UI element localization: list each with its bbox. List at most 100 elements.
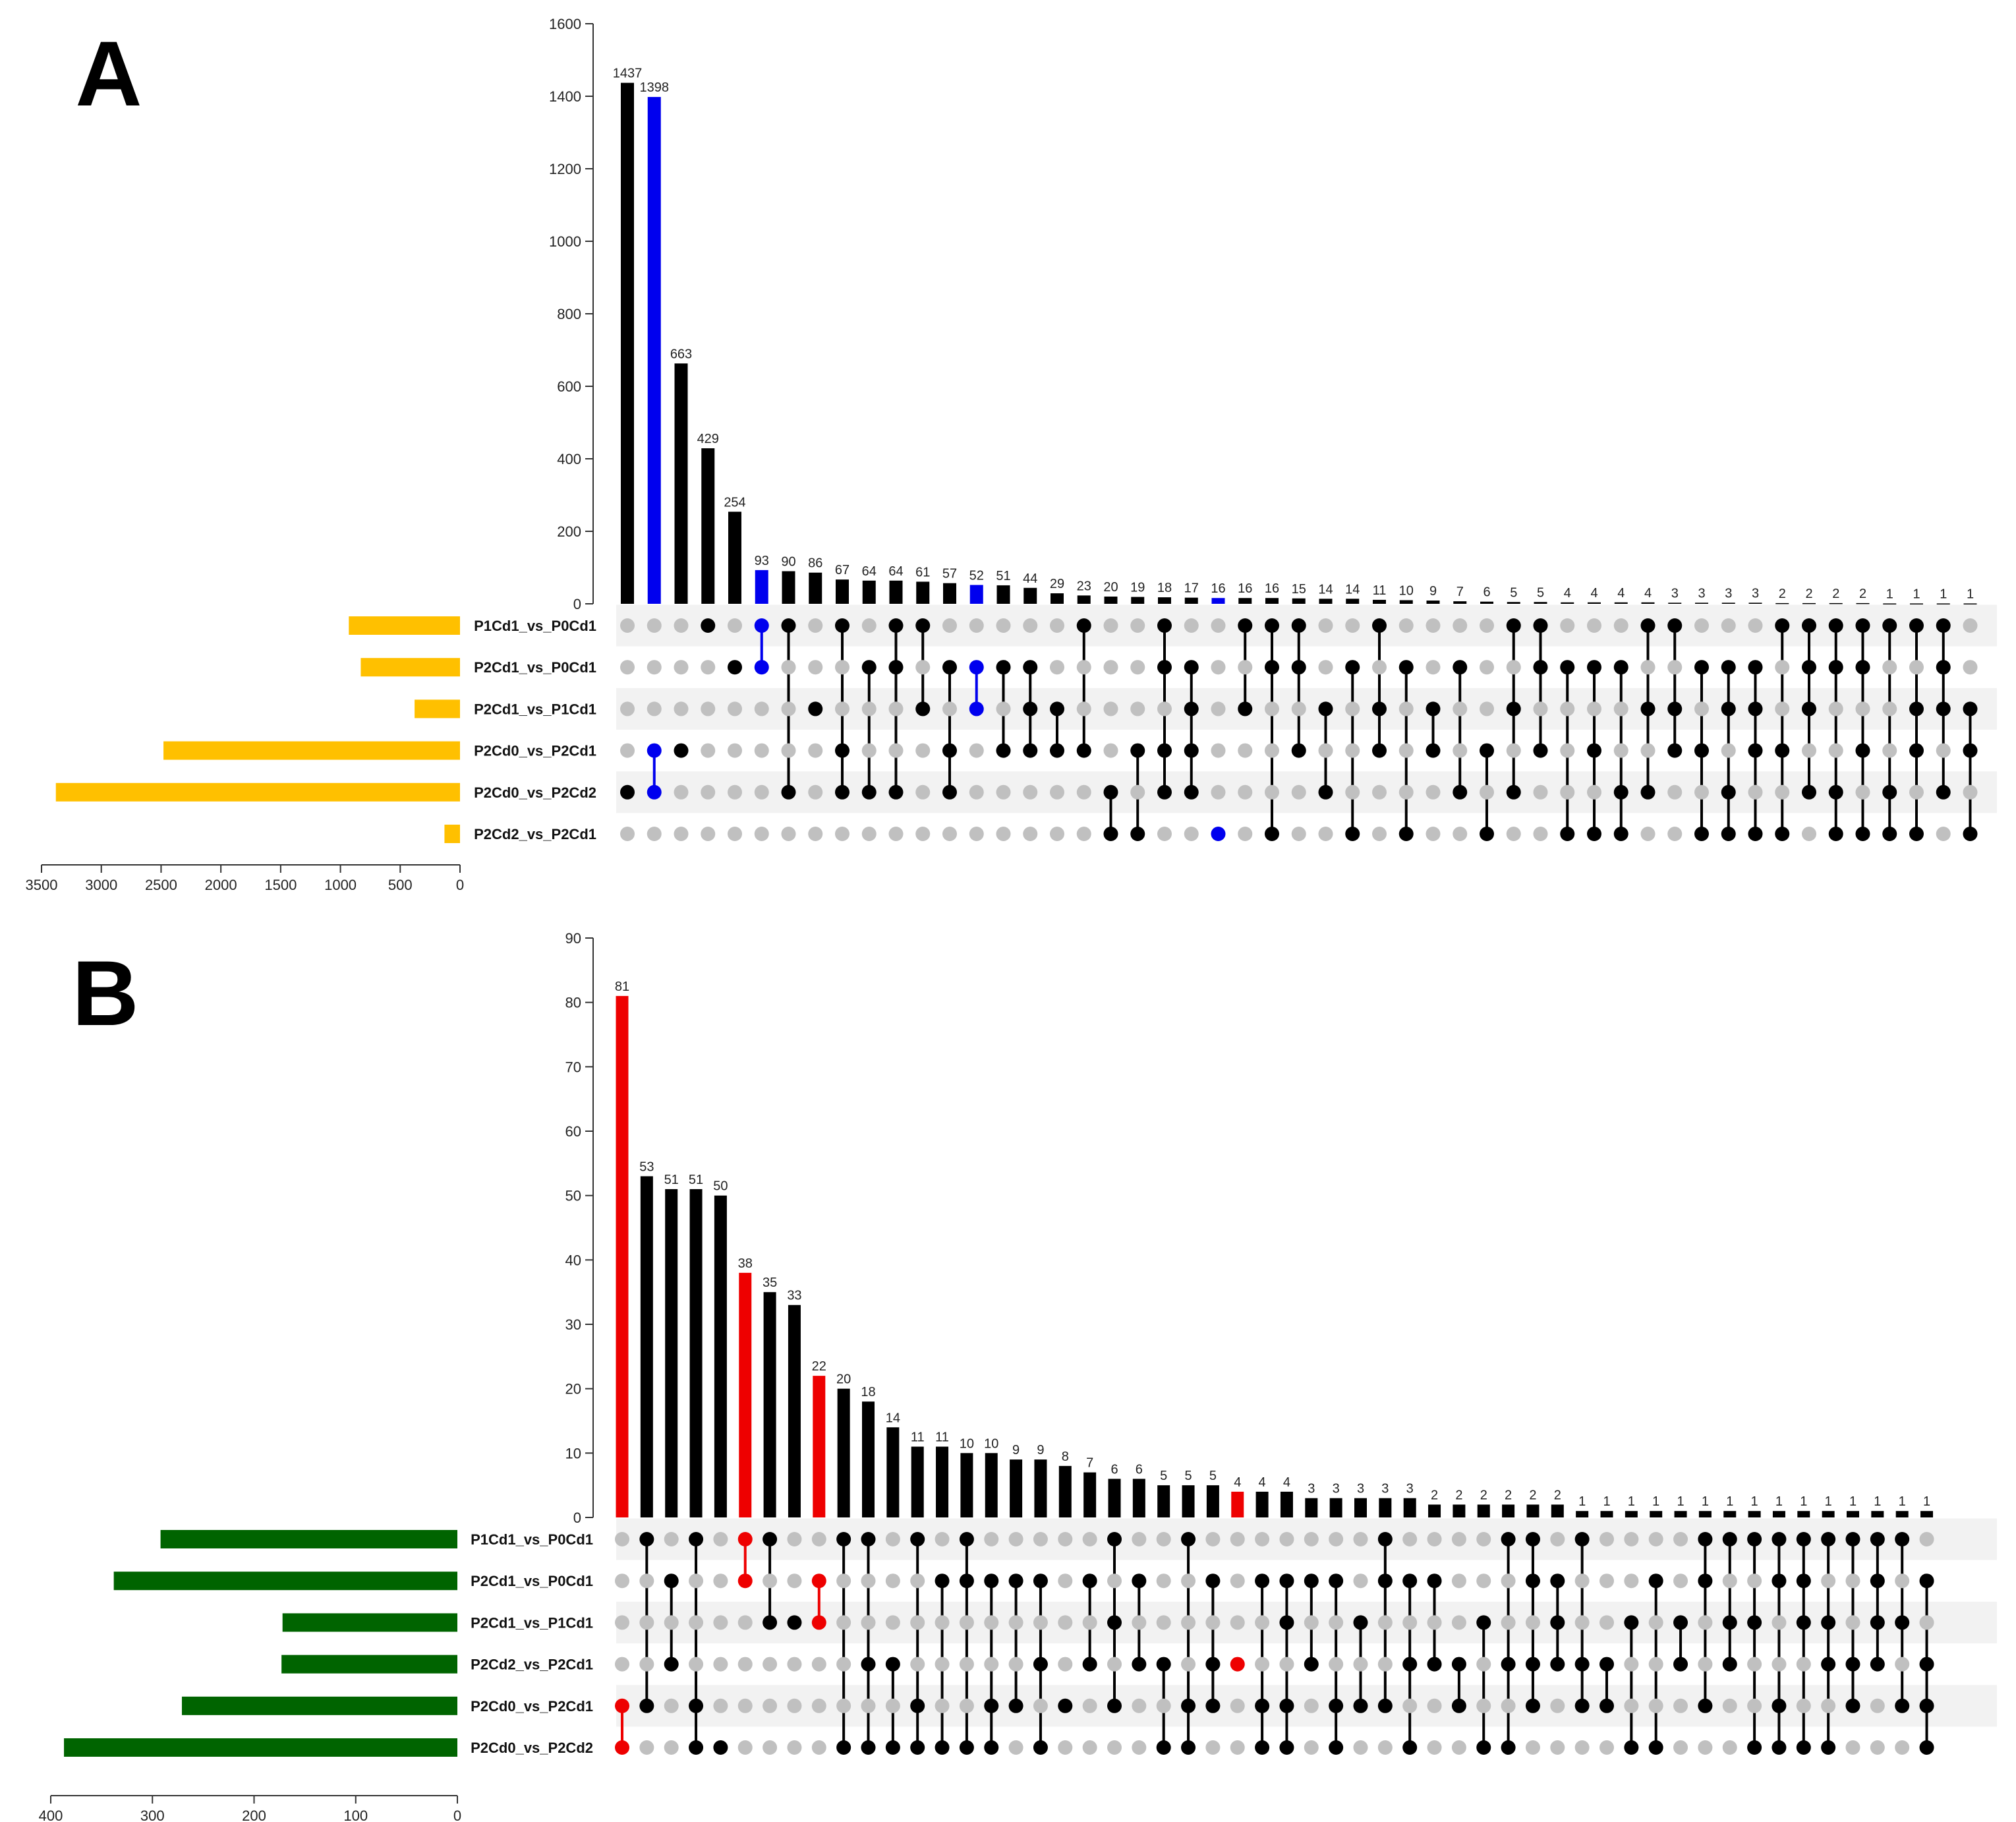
panel-b-membership-dot-on	[1919, 1740, 1934, 1755]
panel-a-membership-dot-on	[1291, 743, 1306, 758]
panel-a-membership-dot-off	[1480, 701, 1494, 717]
panel-b-set-size-bar	[113, 1572, 457, 1591]
panel-a-membership-dot-off	[1211, 701, 1226, 717]
panel-a-membership-dot-on	[835, 784, 850, 800]
panel-b-membership-dot-on	[1771, 1740, 1787, 1755]
panel-b-intersection-value-label: 1	[1874, 1494, 1881, 1509]
panel-a-membership-dot-on	[1721, 827, 1736, 841]
panel-b-intersection-value-label: 11	[911, 1430, 925, 1445]
panel-a-membership-dot-on	[1802, 701, 1816, 717]
panel-a-membership-dot-on	[1667, 743, 1683, 758]
panel-b-membership-dot-on	[737, 1532, 753, 1546]
panel-a-intersection-bar	[1936, 603, 1950, 604]
panel-b-membership-dot-off	[1501, 1698, 1516, 1713]
panel-b-membership-dot-off	[1722, 1740, 1737, 1755]
panel-a-intersection-value-label: 19	[1130, 581, 1145, 595]
panel-b-membership-dot-off	[1895, 1740, 1910, 1755]
panel-a-membership-dot-off	[1936, 743, 1951, 758]
panel-b-y-tick-label: 70	[565, 1059, 581, 1075]
panel-a-membership-dot-on	[969, 660, 984, 675]
panel-a-membership-dot-off	[1828, 701, 1843, 717]
panel-a-membership-dot-on	[1667, 701, 1683, 717]
panel-a-membership-dot-on	[1640, 618, 1656, 633]
panel-a-membership-dot-off	[1587, 701, 1601, 717]
panel-a-intersection-value-label: 254	[724, 495, 745, 510]
panel-b-membership-dot-off	[1919, 1615, 1934, 1630]
panel-a-membership-dot-off	[888, 827, 904, 841]
panel-a-y-tick-label: 200	[557, 523, 581, 540]
panel-a-intersection-value-label: 29	[1050, 577, 1064, 591]
panel-a-membership-dot-off	[754, 701, 769, 717]
panel-a-membership-dot-on	[1130, 827, 1145, 841]
panel-b-membership-dot-on	[1501, 1532, 1516, 1546]
panel-b-membership-dot-off	[763, 1657, 778, 1672]
panel-b-intersection-bar	[1182, 1485, 1195, 1517]
panel-a-membership-dot-on	[996, 743, 1011, 758]
panel-b-membership-dot-off	[935, 1698, 950, 1713]
panel-a-membership-dot-off	[1398, 784, 1414, 800]
panel-b-membership-dot-off	[836, 1657, 851, 1672]
panel-b-membership-dot-on	[1107, 1532, 1122, 1546]
panel-a-membership-dot-off	[1882, 743, 1897, 758]
panel-b-membership-dot-off	[1082, 1615, 1097, 1630]
panel-a-membership-dot-on	[701, 618, 716, 633]
panel-b-membership-dot-off	[689, 1615, 704, 1630]
panel-b-membership-dot-on	[910, 1740, 925, 1755]
panel-a-membership-dot-off	[674, 618, 689, 633]
panel-a-membership-dot-off	[1130, 784, 1145, 800]
panel-a-membership-dot-on	[1345, 660, 1360, 675]
panel-b-membership-dot-off	[910, 1615, 925, 1630]
panel-b-intersection-bar	[837, 1388, 850, 1517]
panel-a-intersection-value-label: 1398	[640, 80, 670, 95]
panel-b-membership-dot-off	[836, 1615, 851, 1630]
panel-b-membership-dot-on	[1377, 1573, 1393, 1589]
panel-b-membership-dot-off	[615, 1532, 629, 1546]
panel-a-membership-dot-off	[1050, 784, 1064, 800]
panel-a-membership-dot-on	[1533, 660, 1548, 675]
panel-b-membership-dot-off	[1722, 1698, 1737, 1713]
panel-a-intersection-bar	[1319, 599, 1333, 604]
panel-a-membership-dot-off	[1345, 618, 1360, 633]
panel-b-membership-dot-on	[1107, 1615, 1122, 1630]
panel-a-membership-dot-on	[1882, 618, 1897, 633]
panel-a-membership-dot-on	[1775, 827, 1790, 841]
panel-b-membership-dot-on	[1821, 1615, 1836, 1630]
panel-b-membership-dot-off	[1329, 1657, 1344, 1672]
panel-b-intersection-bar	[1428, 1504, 1441, 1517]
panel-a-membership-dot-off	[1748, 618, 1763, 633]
panel-a-membership-dot-on	[1909, 618, 1924, 633]
panel-a-set-axis-tick-label: 3500	[26, 877, 58, 893]
panel-a-membership-dot-on	[1372, 701, 1387, 717]
panel-a-membership-dot-off	[1480, 660, 1494, 675]
panel-b-membership-dot-on	[1501, 1740, 1516, 1755]
panel-b-membership-dot-on	[811, 1615, 826, 1630]
panel-a-intersection-bar	[1534, 602, 1547, 604]
panel-b-intersection-bar	[1010, 1459, 1023, 1517]
panel-b-membership-dot-off	[1008, 1740, 1023, 1755]
panel-b-membership-dot-on	[1722, 1532, 1737, 1546]
panel-b-membership-dot-off	[1771, 1615, 1787, 1630]
panel-a-membership-dot-on	[808, 701, 823, 717]
panel-b-intersection-value-label: 3	[1381, 1482, 1389, 1496]
panel-a-membership-dot-off	[1855, 784, 1870, 800]
panel-a-intersection-value-label: 64	[888, 564, 903, 579]
panel-b-intersection-bar	[665, 1189, 678, 1517]
panel-b-membership-dot-off	[959, 1615, 974, 1630]
panel-b-membership-dot-on	[1845, 1698, 1860, 1713]
panel-b-membership-dot-on	[1845, 1657, 1860, 1672]
panel-a-membership-dot-off	[1640, 827, 1656, 841]
panel-a-membership-dot-off	[1103, 743, 1118, 758]
panel-a-membership-dot-off	[1963, 618, 1978, 633]
panel-a-membership-dot-off	[1936, 827, 1951, 841]
panel-b-intersection-value-label: 6	[1110, 1462, 1118, 1477]
panel-b-membership-dot-on	[1870, 1615, 1885, 1630]
panel-b-membership-dot-off	[1525, 1740, 1540, 1755]
panel-b-membership-dot-off	[689, 1657, 704, 1672]
panel-b-membership-dot-on	[1427, 1573, 1442, 1589]
panel-b-membership-dot-off	[1870, 1698, 1885, 1713]
panel-b-membership-dot-on	[1132, 1573, 1147, 1589]
panel-b-membership-dot-on	[1205, 1573, 1221, 1589]
panel-a-membership-dot-off	[808, 618, 823, 633]
panel-a-membership-dot-off	[996, 618, 1011, 633]
panel-a-membership-dot-off	[1587, 618, 1601, 633]
